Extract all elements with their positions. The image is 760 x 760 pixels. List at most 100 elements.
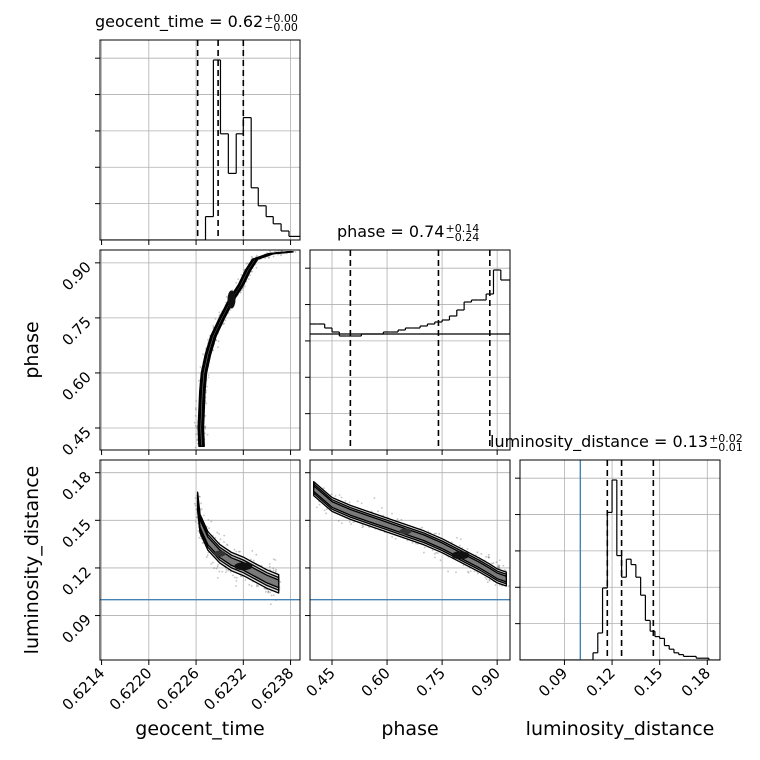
x-axis-label-luminosity-distance: luminosity_distance	[526, 718, 715, 740]
sample-point	[498, 559, 501, 562]
sample-point	[235, 576, 238, 579]
density-peak	[234, 562, 253, 571]
contour-level-1	[199, 251, 293, 447]
sample-point	[229, 309, 232, 311]
sample-point	[334, 495, 337, 497]
title-phase: phase = 0.74 +0.14 −0.24	[337, 222, 479, 243]
sample-point	[487, 556, 490, 559]
sample-point	[269, 591, 271, 594]
sample-point	[219, 538, 222, 541]
sample-point	[488, 579, 491, 582]
sample-point	[196, 438, 199, 441]
sample-point	[237, 278, 240, 281]
sample-point	[469, 570, 472, 573]
y-tick-label: 0.15	[58, 515, 94, 551]
sample-point	[233, 548, 236, 551]
hist-panel-phase	[305, 249, 511, 455]
contour-level-1	[196, 496, 280, 589]
density-peak	[213, 550, 226, 557]
sample-point	[205, 556, 208, 559]
sample-point	[435, 552, 437, 554]
sample-point	[218, 533, 221, 535]
sample-point	[330, 493, 333, 496]
sample-point	[194, 414, 197, 417]
sample-point	[487, 553, 490, 556]
sample-point	[492, 562, 495, 564]
sample-point	[476, 551, 479, 554]
sample-point	[194, 520, 197, 523]
sample-point	[226, 544, 229, 547]
sample-point	[249, 274, 251, 277]
sample-point	[415, 542, 417, 545]
sample-point	[239, 550, 241, 553]
sample-point	[218, 311, 221, 314]
sample-point	[391, 512, 393, 515]
sample-point	[223, 541, 225, 543]
sample-point	[272, 255, 275, 258]
sample-point	[267, 590, 270, 593]
sample-point	[200, 508, 203, 511]
sample-point	[213, 567, 215, 569]
y-tick-label: 0.60	[58, 368, 94, 404]
density-peak	[227, 290, 236, 309]
sample-point	[323, 509, 326, 512]
x-tick-label: 0.18	[678, 664, 714, 700]
sample-point	[216, 531, 219, 534]
sample-point	[240, 289, 243, 292]
x-tick-label: 0.45	[302, 664, 338, 700]
sample-point	[216, 577, 219, 579]
sample-point	[225, 295, 228, 298]
sample-point	[194, 497, 197, 499]
sample-point	[496, 566, 499, 569]
sample-point	[195, 508, 198, 511]
sample-point	[218, 570, 221, 573]
sample-point	[396, 518, 399, 520]
sample-point	[242, 286, 245, 289]
sample-point	[400, 518, 403, 521]
sample-point	[207, 518, 210, 521]
title-luminosity-distance: luminosity_distance = 0.13 +0.02 −0.01	[490, 432, 743, 453]
sample-point	[197, 380, 200, 382]
sample-point	[193, 421, 196, 424]
sample-point	[200, 502, 202, 505]
sample-point	[485, 556, 487, 558]
sample-point	[503, 569, 506, 571]
sample-point	[267, 591, 269, 594]
sample-point	[455, 571, 457, 574]
sample-point	[264, 587, 267, 590]
contour-level-1	[313, 485, 507, 583]
x-tick-label: 0.6232	[200, 664, 250, 714]
sample-point	[344, 500, 347, 502]
title-geocent-time-sub: −0.00	[264, 20, 298, 34]
sample-point	[268, 256, 270, 259]
density-peak	[451, 551, 470, 560]
sample-point	[316, 506, 318, 509]
x-tick-label: 0.75	[413, 664, 449, 700]
sample-point	[356, 500, 359, 503]
sample-point	[198, 536, 201, 539]
sample-point	[221, 570, 224, 573]
sample-point	[279, 581, 282, 583]
sample-point	[467, 570, 469, 573]
y-axis-label-phase: phase	[21, 321, 43, 378]
sample-point	[235, 550, 238, 553]
sample-point	[207, 338, 209, 341]
sample-point	[277, 253, 279, 256]
title-geocent-time-main: geocent_time = 0.62	[95, 12, 264, 31]
sample-point	[277, 250, 280, 253]
sample-point	[350, 523, 353, 526]
sample-point	[275, 568, 277, 571]
sample-point	[239, 291, 242, 294]
sample-point	[217, 563, 219, 566]
sample-point	[193, 502, 196, 505]
sample-point	[507, 585, 510, 588]
density-peak	[399, 528, 412, 535]
sample-point	[360, 502, 363, 505]
sample-point	[206, 385, 208, 388]
sample-point	[498, 567, 501, 570]
sample-point	[377, 510, 379, 513]
contour-level-3	[197, 251, 294, 447]
sample-point	[205, 402, 208, 405]
sample-point	[325, 508, 328, 511]
